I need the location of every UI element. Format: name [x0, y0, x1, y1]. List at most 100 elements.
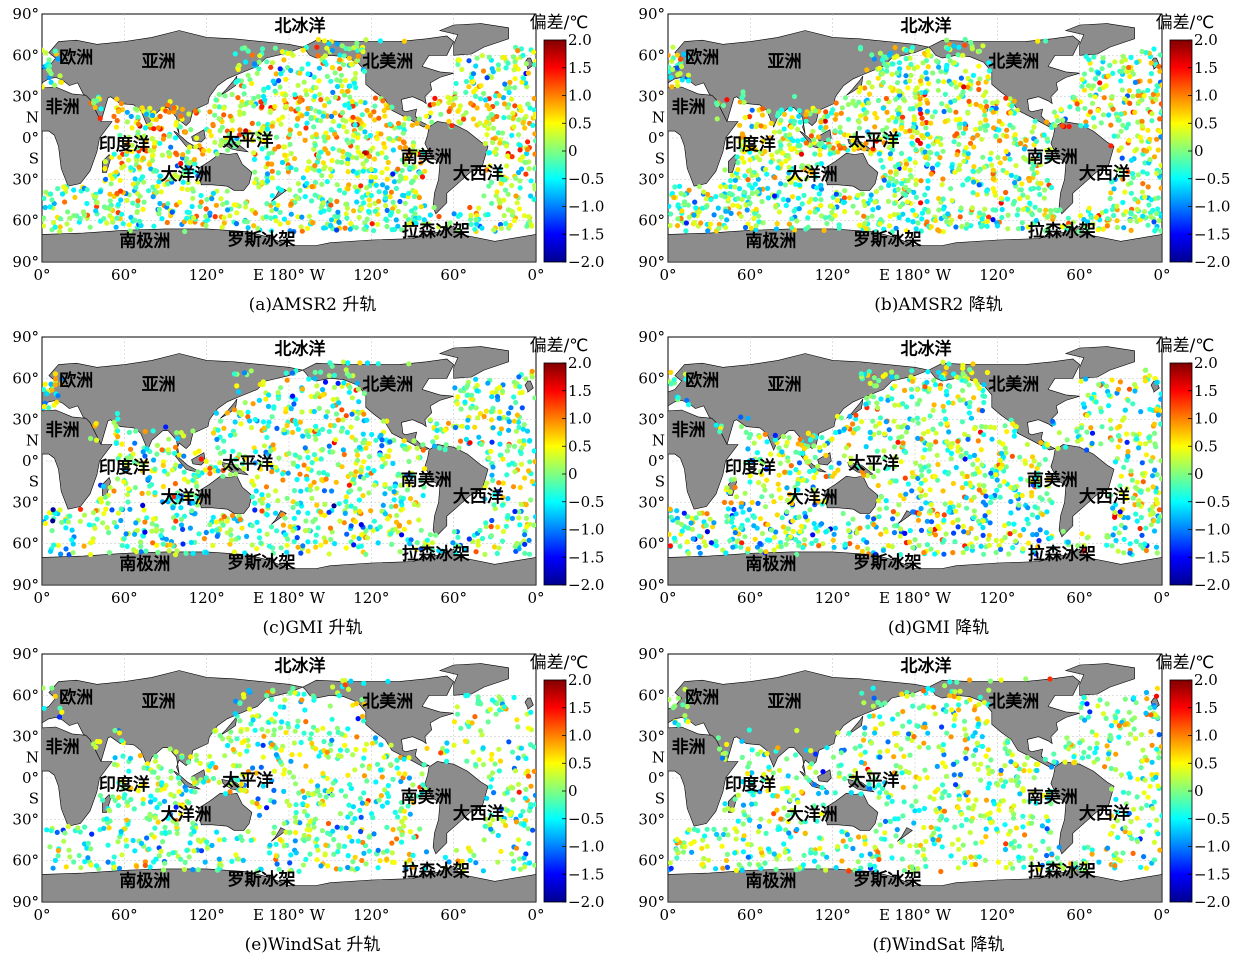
- bias-point: [1137, 441, 1143, 447]
- bias-point: [1123, 209, 1129, 215]
- bias-point: [438, 111, 444, 117]
- bias-point: [873, 551, 879, 557]
- bias-point: [468, 100, 474, 106]
- bias-point: [413, 220, 419, 226]
- bias-point: [977, 125, 983, 132]
- bias-point: [894, 374, 900, 380]
- bias-point: [516, 206, 523, 212]
- bias-point: [334, 77, 340, 83]
- bias-point: [214, 533, 220, 539]
- bias-point: [311, 452, 317, 458]
- bias-point: [1156, 63, 1162, 70]
- bias-point: [384, 185, 390, 191]
- bias-point: [512, 59, 518, 65]
- bias-point: [845, 116, 852, 122]
- bias-point: [367, 113, 374, 119]
- bias-point: [264, 59, 270, 65]
- bias-point: [987, 156, 993, 162]
- bias-point: [489, 200, 495, 206]
- bias-point: [1113, 537, 1119, 544]
- bias-point: [498, 180, 504, 187]
- bias-point: [500, 494, 506, 501]
- bias-point: [921, 416, 927, 422]
- bias-point: [149, 528, 155, 534]
- bias-point: [762, 487, 768, 493]
- bias-point: [1114, 218, 1120, 224]
- bias-point: [344, 129, 350, 135]
- bias-point: [1008, 172, 1014, 178]
- bias-point: [1047, 146, 1053, 152]
- bias-point: [960, 549, 966, 556]
- bias-point: [343, 545, 349, 551]
- bias-point: [1025, 224, 1031, 230]
- bias-point: [371, 228, 377, 234]
- bias-point: [268, 461, 274, 467]
- bias-point: [266, 419, 272, 425]
- bias-point: [1011, 198, 1017, 205]
- bias-point: [910, 207, 916, 213]
- bias-point: [927, 413, 933, 419]
- bias-point: [299, 228, 305, 234]
- bias-point: [380, 418, 386, 424]
- bias-point: [936, 207, 942, 213]
- colorbar-tick-label: −0.5: [568, 170, 604, 188]
- bias-point: [742, 534, 748, 540]
- bias-point: [1127, 100, 1133, 106]
- bias-point: [1130, 93, 1136, 99]
- bias-point: [218, 418, 224, 424]
- bias-point: [264, 126, 271, 132]
- bias-point: [1135, 172, 1141, 178]
- bias-point: [897, 551, 903, 558]
- bias-point: [903, 161, 910, 167]
- bias-point: [883, 419, 889, 425]
- bias-point: [919, 210, 925, 216]
- bias-point: [933, 58, 940, 64]
- bias-point: [1004, 429, 1010, 435]
- bias-point: [251, 150, 257, 156]
- bias-point: [466, 84, 472, 90]
- bias-point: [785, 152, 791, 159]
- bias-point: [752, 147, 759, 153]
- bias-point: [928, 120, 934, 126]
- bias-point: [507, 79, 513, 85]
- bias-point: [115, 510, 122, 516]
- bias-point: [213, 519, 219, 525]
- y-tick-label: S: [29, 473, 39, 491]
- bias-point: [755, 176, 761, 182]
- bias-point: [1122, 525, 1128, 531]
- bias-point: [157, 113, 163, 119]
- bias-point: [833, 191, 839, 197]
- bias-point: [337, 52, 343, 58]
- bias-point: [880, 127, 886, 133]
- bias-point: [384, 176, 390, 182]
- bias-point: [185, 180, 191, 186]
- bias-point: [512, 469, 518, 475]
- bias-point: [403, 175, 409, 181]
- region-label-europe: 欧洲: [685, 47, 719, 68]
- bias-point: [382, 491, 388, 497]
- bias-point: [157, 200, 163, 207]
- bias-point: [463, 546, 469, 552]
- bias-point: [316, 154, 322, 160]
- bias-point: [286, 187, 293, 193]
- bias-point: [251, 482, 257, 488]
- bias-point: [341, 190, 348, 196]
- bias-point: [860, 102, 866, 108]
- bias-point: [896, 132, 902, 138]
- bias-point: [252, 417, 258, 423]
- land-mass: [42, 225, 536, 262]
- bias-point: [159, 499, 166, 505]
- bias-point: [140, 155, 146, 161]
- bias-point: [981, 212, 987, 218]
- bias-point: [393, 519, 400, 525]
- bias-point: [731, 506, 737, 513]
- bias-point: [281, 427, 287, 433]
- bias-point: [1036, 185, 1042, 191]
- bias-point: [290, 393, 296, 399]
- bias-point: [1123, 495, 1129, 501]
- bias-point: [952, 60, 958, 66]
- region-label-pacific: 太平洋: [222, 130, 273, 151]
- bias-point: [192, 161, 198, 167]
- bias-point: [160, 136, 166, 142]
- bias-point: [410, 147, 416, 153]
